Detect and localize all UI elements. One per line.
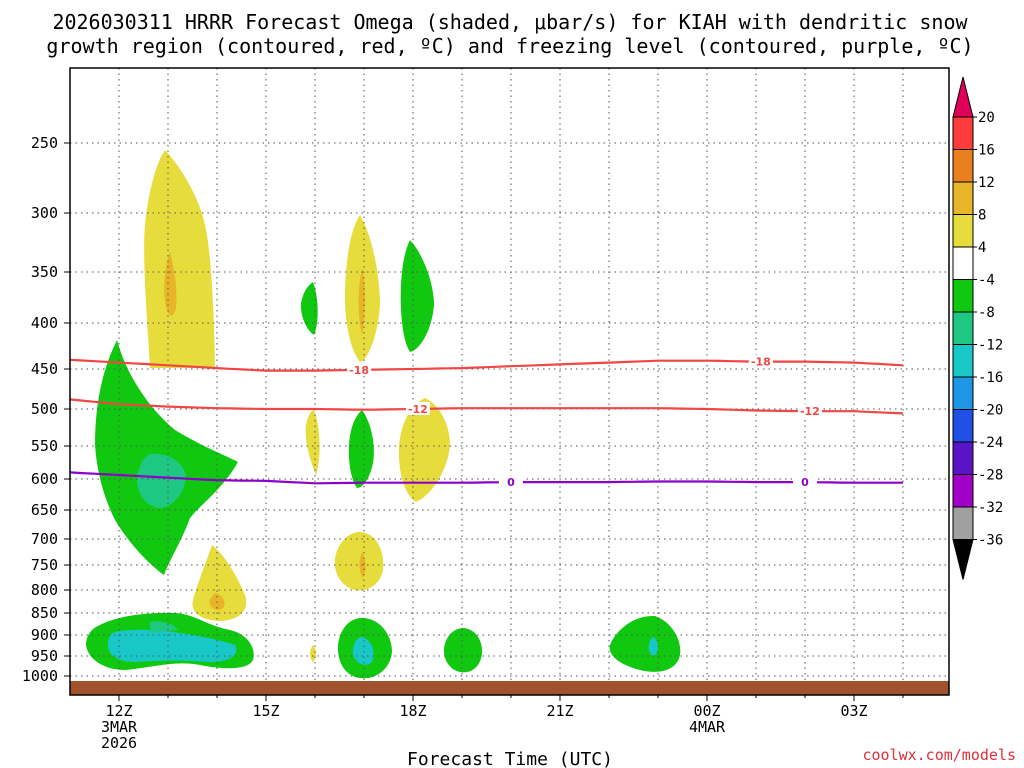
y-tick-label: 600 <box>31 470 58 488</box>
ground-strip <box>70 681 949 695</box>
y-tick-label: 500 <box>31 400 58 418</box>
contour-label: 0 <box>507 476 515 489</box>
colorbar-segment <box>952 279 974 313</box>
y-tick-label: 700 <box>31 530 58 548</box>
x-axis-title: Forecast Time (UTC) <box>407 749 613 768</box>
y-axis: 250 300 350 400 450 500 550 600 650 700 750 800 850 9… <box>22 134 70 685</box>
colorbar-label: 8 <box>978 208 986 224</box>
y-tick-label: 750 <box>31 556 58 574</box>
y-tick-label: 850 <box>31 604 58 622</box>
colorbar-label: 12 <box>978 175 995 191</box>
colorbar-top-triangle <box>952 76 974 118</box>
colorbar-segment <box>952 311 974 345</box>
contour-label-bg <box>748 354 773 368</box>
y-tick-label: 350 <box>31 263 58 281</box>
colorbar-label: 4 <box>978 240 986 256</box>
contour-label: -12 <box>408 403 428 416</box>
y-tick-label: 650 <box>31 501 58 519</box>
omega-region-green-18z <box>400 240 434 352</box>
omega-region-green-low-19z <box>443 628 483 673</box>
contour-label-bg <box>793 475 817 489</box>
omega-shading <box>86 150 681 679</box>
x-tick-label: 03Z <box>840 702 867 720</box>
x-tick-label: 21Z <box>546 702 573 720</box>
colorbar-label: 16 <box>978 143 995 159</box>
omega-region-seafoam-lowband <box>150 621 178 633</box>
omega-region-yellow-750-17z <box>334 532 384 591</box>
omega-region-yellow-550-16z <box>305 410 320 475</box>
colorbar-segment <box>952 149 974 183</box>
colorbar: 20 16 12 8 4 -4 -8 -12 -16 -20 -24 -28 -32 -36 <box>952 76 1003 580</box>
colorbar-segment <box>952 409 974 443</box>
x-tick-label: 18Z <box>399 702 426 720</box>
credit-text: coolwx.com/models <box>862 746 1016 764</box>
omega-region-orange-800-14z <box>209 593 225 610</box>
omega-region-green-16z <box>300 282 318 335</box>
contour-labels: -18 -18 -12 -12 0 0 <box>347 354 822 489</box>
colorbar-segment <box>952 246 974 280</box>
colorbar-segment <box>952 116 974 150</box>
contour-label-bg <box>499 475 523 489</box>
contour-label-bg <box>405 401 430 415</box>
plot-frame <box>69 67 950 696</box>
colorbar-label: 20 <box>978 110 995 126</box>
omega-region-green-low-23z <box>609 615 681 672</box>
omega-region-yellow-550-18z <box>398 398 450 502</box>
omega-region-yellow-upper <box>144 150 215 368</box>
y-tick-label: 900 <box>31 626 58 644</box>
omega-region-orange-17z <box>358 268 365 335</box>
contour--12 <box>70 398 904 415</box>
contour-label: -12 <box>800 405 820 418</box>
colorbar-label: -16 <box>978 370 1003 386</box>
y-tick-label: 250 <box>31 134 58 152</box>
y-tick-label: 550 <box>31 437 58 455</box>
colorbar-segment <box>952 181 974 215</box>
y-tick-label: 450 <box>31 360 58 378</box>
x-tick-label: 4MAR <box>689 718 726 736</box>
x-tick-label: 3MAR <box>101 718 138 736</box>
omega-region-teal-low-17z <box>352 637 374 665</box>
y-tick-label: 950 <box>31 647 58 665</box>
x-tick-label: 2026 <box>101 734 137 752</box>
x-tick-label: 00Z <box>693 702 720 720</box>
chart-title-line-1: 2026030311 HRRR Forecast Omega (shaded, … <box>52 10 968 34</box>
colorbar-label: -20 <box>978 403 1003 419</box>
colorbar-label: -24 <box>978 435 1003 451</box>
colorbar-bottom-triangle <box>952 539 974 580</box>
omega-region-teal-low-23z <box>648 637 659 656</box>
contour-label-bg <box>797 404 822 418</box>
colorbar-label: -8 <box>978 305 995 321</box>
contour-label: 0 <box>801 476 809 489</box>
omega-region-green-550-17z <box>348 410 374 488</box>
y-tick-label: 800 <box>31 581 58 599</box>
colorbar-label: -32 <box>978 500 1003 516</box>
omega-region-teal-lowband <box>108 629 237 662</box>
contour-label: -18 <box>349 364 369 377</box>
colorbar-segment <box>952 344 974 378</box>
y-tick-label: 300 <box>31 204 58 222</box>
colorbar-segment <box>952 441 974 475</box>
colorbar-segment <box>952 376 974 410</box>
chart-title-line-2: growth region (contoured, red, ºC) and f… <box>46 34 973 58</box>
contour-0 <box>70 471 903 485</box>
contour-label-bg <box>347 362 372 376</box>
omega-region-yellow-800-14z <box>192 545 247 621</box>
colorbar-segment <box>952 474 974 508</box>
y-tick-label: 400 <box>31 314 58 332</box>
colorbar-label: -36 <box>978 533 1003 549</box>
omega-region-orange-upper <box>164 252 177 316</box>
y-tick-label: 1000 <box>22 667 58 685</box>
colorbar-segment <box>952 214 974 248</box>
x-tick-label: 12Z <box>105 702 132 720</box>
colorbar-segment <box>952 506 974 540</box>
grid-lines <box>69 68 949 695</box>
colorbar-label: -12 <box>978 338 1003 354</box>
x-tick-label: 15Z <box>252 702 279 720</box>
omega-region-teal-lowleft <box>136 453 186 508</box>
contour-label: -18 <box>751 356 771 369</box>
colorbar-label: -4 <box>978 273 995 289</box>
colorbar-label: -28 <box>978 468 1003 484</box>
